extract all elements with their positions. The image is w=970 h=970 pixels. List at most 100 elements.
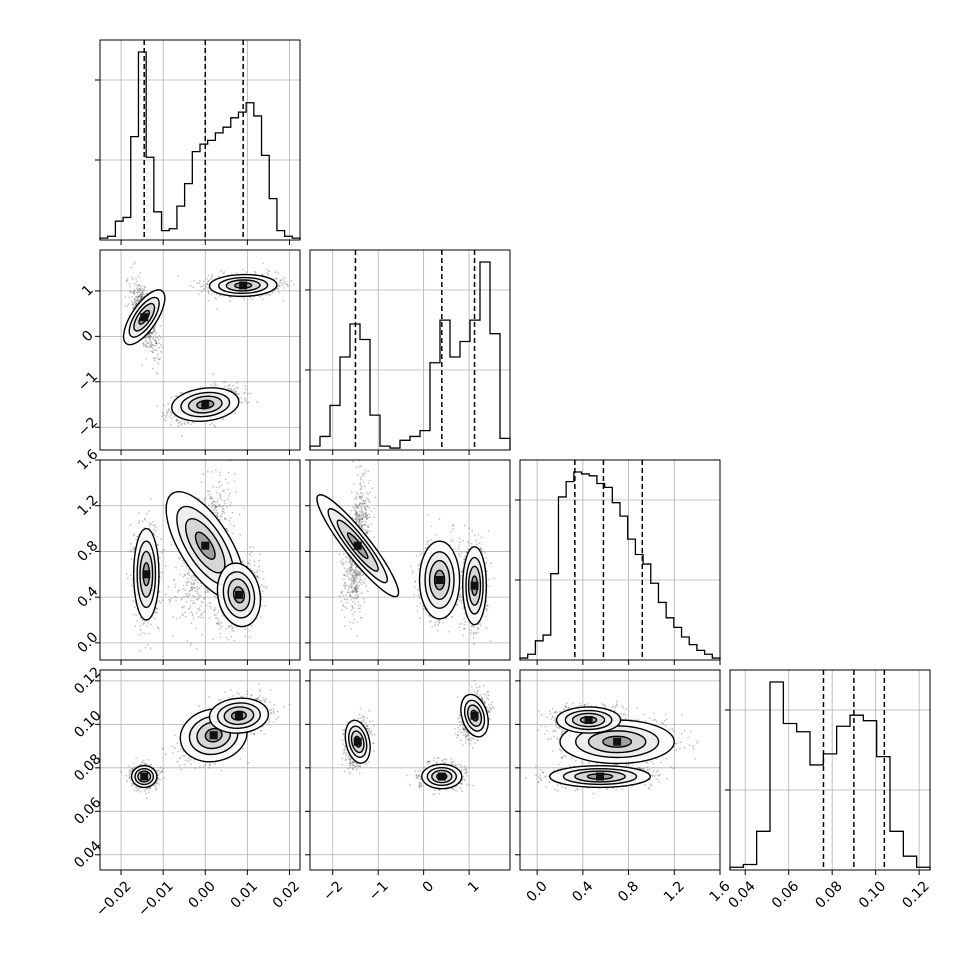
sample-point (140, 293, 143, 295)
sample-point (176, 591, 179, 593)
sample-point (231, 629, 234, 632)
sample-point (144, 517, 146, 520)
sample-point (197, 594, 200, 597)
sample-point (224, 381, 226, 384)
sample-point (234, 412, 236, 415)
sample-point (136, 296, 139, 298)
sample-point (214, 511, 217, 514)
sample-point (206, 591, 209, 593)
sample-point (136, 291, 138, 294)
density-peak (201, 400, 210, 409)
sample-point (168, 598, 171, 601)
sample-point (141, 291, 144, 294)
sample-point (234, 491, 237, 494)
sample-point (204, 591, 207, 593)
sample-point (155, 526, 157, 529)
sample-point (192, 583, 195, 585)
sample-point (222, 380, 225, 383)
sample-point (173, 578, 176, 581)
sample-point (131, 276, 133, 278)
sample-point (148, 510, 150, 513)
sample-point (175, 599, 178, 602)
sample-point (172, 616, 175, 618)
sample-point (187, 608, 190, 610)
sample-point (149, 337, 152, 339)
sample-point (210, 471, 213, 473)
sample-point (235, 390, 237, 393)
sample-point (167, 408, 170, 411)
sample-point (153, 359, 156, 362)
sample-point (151, 346, 154, 349)
sample-point (219, 294, 221, 297)
sample-point (187, 596, 190, 599)
sample-point (201, 633, 204, 636)
sample-point (231, 511, 234, 514)
sample-point (221, 418, 224, 421)
sample-point (141, 291, 144, 294)
sample-point (253, 564, 256, 567)
sample-point (186, 573, 189, 575)
sample-point (165, 414, 168, 417)
sample-point (152, 344, 155, 346)
sample-point (155, 342, 158, 344)
sample-point (143, 518, 146, 521)
sample-point (248, 401, 250, 404)
sample-point (155, 336, 157, 339)
sample-point (218, 518, 221, 521)
sample-point (228, 495, 230, 497)
sample-point (206, 490, 209, 493)
sample-point (193, 602, 196, 605)
sample-point (185, 581, 188, 583)
sample-point (243, 392, 246, 395)
sample-point (133, 297, 136, 300)
y-tick-label: 1.6 (74, 446, 101, 473)
sample-point (156, 608, 159, 611)
sample-point (221, 512, 223, 515)
sample-point (233, 388, 236, 391)
sample-point (231, 626, 234, 629)
sample-point (161, 346, 164, 349)
sample-point (146, 334, 149, 337)
sample-point (145, 344, 148, 346)
sample-point (133, 304, 136, 307)
sample-point (251, 569, 254, 572)
sample-point (145, 358, 148, 360)
sample-point (145, 625, 148, 627)
sample-point (175, 596, 178, 599)
ticks-x-3 (744, 870, 920, 875)
sample-point (138, 283, 141, 286)
sample-point (156, 343, 158, 345)
sample-point (214, 501, 216, 504)
grid (730, 709, 930, 791)
sample-point (222, 490, 224, 492)
x-tick-label: 0.04 (725, 878, 758, 911)
sample-point (143, 632, 146, 635)
sample-point (252, 546, 255, 549)
sample-point (180, 598, 183, 601)
sample-point (175, 420, 178, 422)
sample-point (143, 343, 145, 345)
sample-point (190, 586, 193, 589)
sample-point (197, 592, 200, 595)
sample-point (219, 497, 222, 500)
sample-point (224, 517, 227, 520)
sample-point (186, 594, 189, 597)
sample-point (137, 295, 140, 298)
sample-point (157, 353, 159, 356)
sample-point (175, 418, 178, 421)
sample-point (138, 520, 141, 522)
sample-point (256, 575, 259, 578)
sample-point (203, 499, 206, 502)
sample-point (244, 385, 247, 387)
sample-point (218, 506, 221, 508)
sample-point (151, 351, 154, 353)
sample-point (188, 607, 191, 610)
sample-point (244, 628, 247, 630)
sample-point (228, 388, 231, 391)
y-tick-label: 0 (79, 328, 97, 346)
sample-point (132, 303, 135, 306)
sample-point (163, 418, 165, 421)
sample-point (211, 497, 214, 500)
sample-point (184, 616, 187, 618)
sample-point (228, 456, 230, 458)
